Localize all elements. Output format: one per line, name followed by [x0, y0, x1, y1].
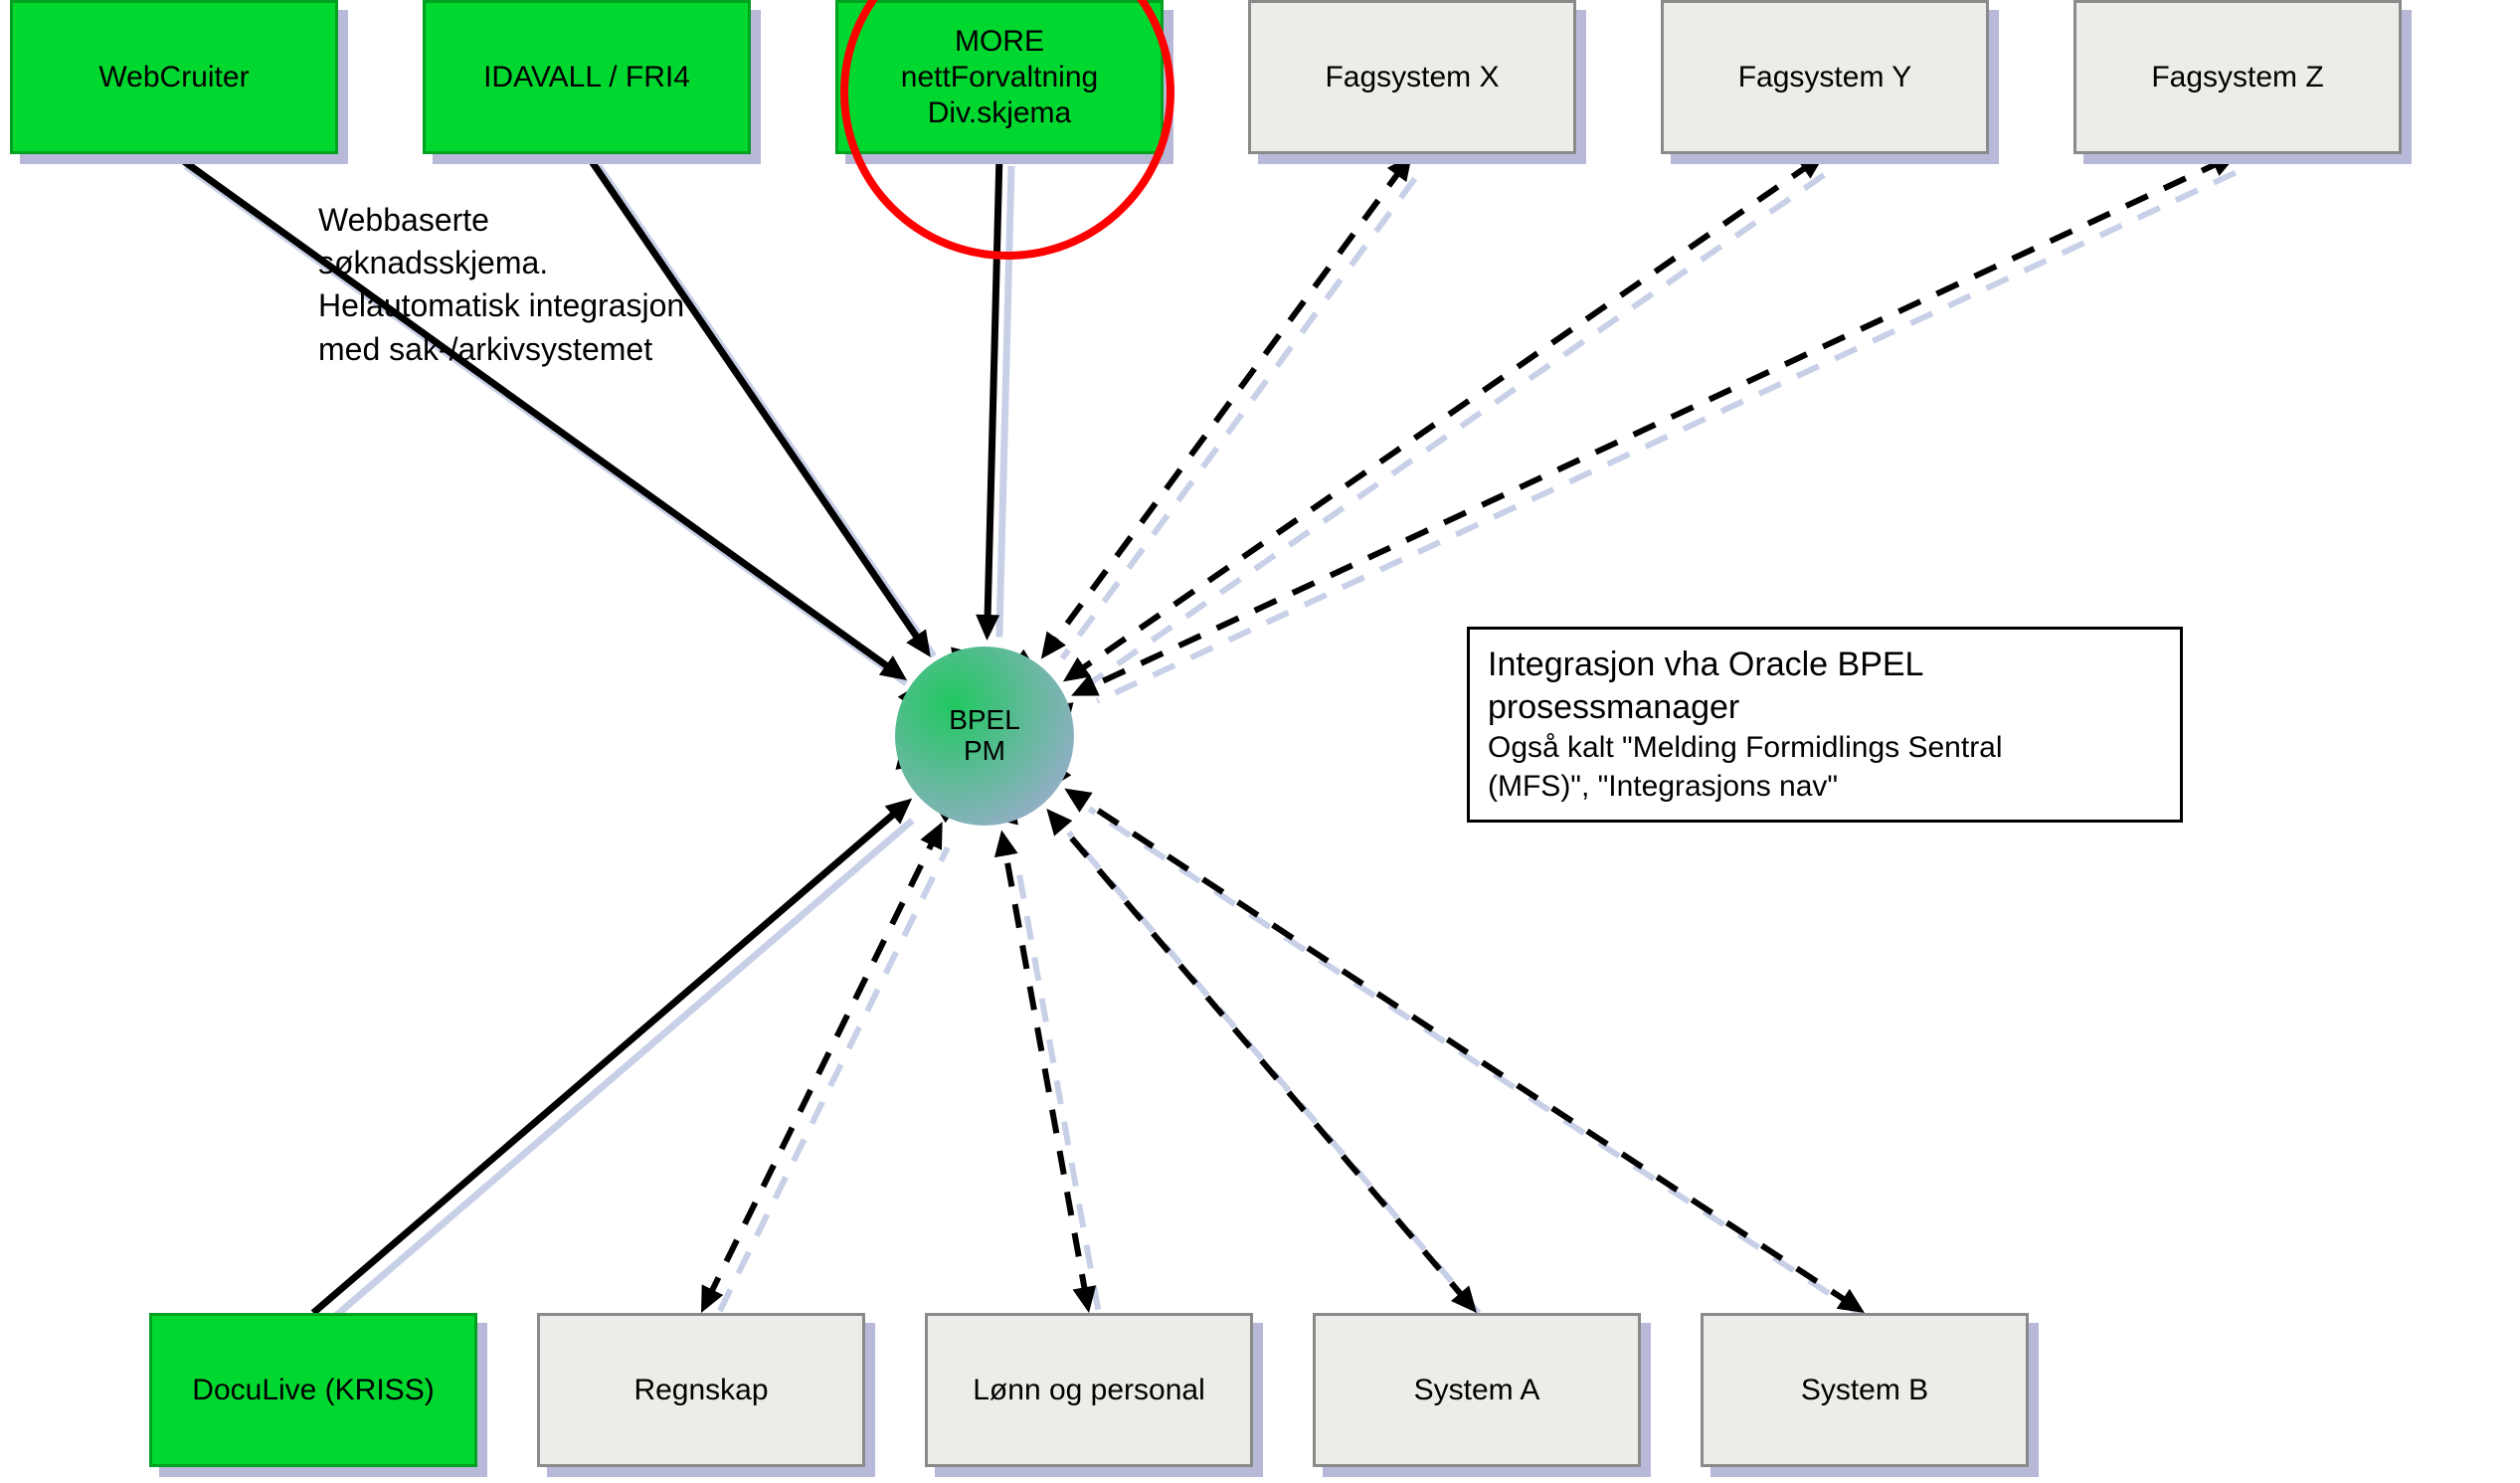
node-label: WebCruiter	[98, 60, 249, 95]
node-fagx: Fagsystem X	[1248, 0, 1576, 154]
node-webcruiter: WebCruiter	[10, 0, 338, 154]
center-node-bpel: BPELPM	[895, 647, 1074, 826]
node-label: Fagsystem X	[1325, 60, 1499, 95]
node-lonn: Lønn og personal	[925, 1313, 1253, 1467]
info-box-subtitle: Også kalt "Melding Formidlings Sentral(M…	[1488, 728, 2162, 806]
node-idavall: IDAVALL / FRI4	[423, 0, 751, 154]
node-systema: System A	[1313, 1313, 1641, 1467]
node-label: System A	[1414, 1373, 1540, 1408]
highlight-circle	[840, 0, 1174, 260]
center-node-label: BPELPM	[949, 705, 1020, 767]
node-label: System B	[1801, 1373, 1928, 1408]
info-box-title: Integrasjon vha Oracle BPELprosessmanage…	[1488, 644, 2162, 728]
annotation-webbaserte: Webbasertesøknadsskjema.Helautomatisk in…	[318, 199, 835, 371]
node-fagz: Fagsystem Z	[2073, 0, 2402, 154]
node-regnskap: Regnskap	[537, 1313, 865, 1467]
node-label: Lønn og personal	[973, 1373, 1205, 1408]
node-fagy: Fagsystem Y	[1661, 0, 1989, 154]
node-systemb: System B	[1701, 1313, 2029, 1467]
info-box-integrasjon: Integrasjon vha Oracle BPELprosessmanage…	[1467, 627, 2183, 823]
node-label: Fagsystem Z	[2151, 60, 2323, 95]
node-label: Fagsystem Y	[1738, 60, 1912, 95]
node-label: Regnskap	[633, 1373, 768, 1408]
node-doculive: DocuLive (KRISS)	[149, 1313, 477, 1467]
annotation-text: Webbasertesøknadsskjema.Helautomatisk in…	[318, 202, 684, 367]
node-label: DocuLive (KRISS)	[192, 1373, 434, 1408]
node-label: IDAVALL / FRI4	[483, 60, 690, 95]
